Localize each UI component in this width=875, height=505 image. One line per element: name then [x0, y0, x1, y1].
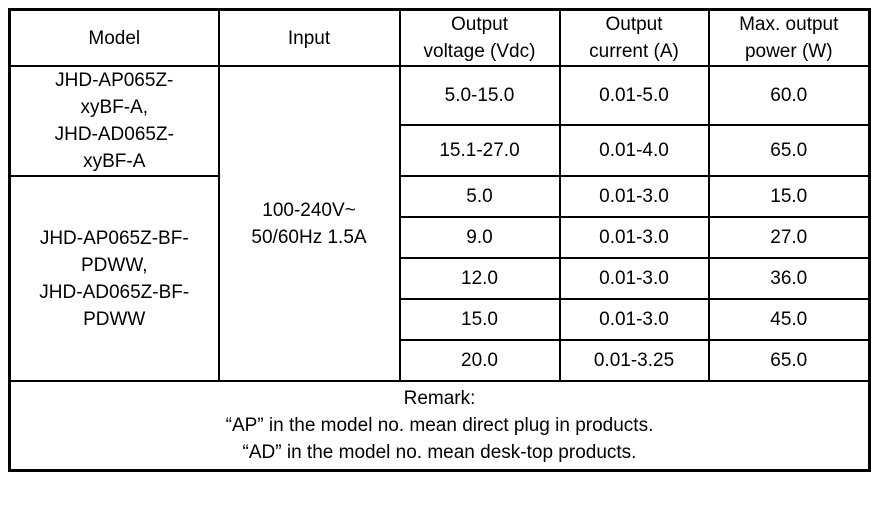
current-cell: 0.01-3.25 — [558, 339, 710, 382]
header-current: Output current (A) — [558, 8, 710, 67]
voltage-cell: 5.0-15.0 — [398, 64, 561, 127]
remark-row: Remark: “AP” in the model no. mean direc… — [8, 380, 871, 471]
current-cell: 0.01-3.0 — [558, 175, 710, 218]
header-power: Max. output power (W) — [707, 8, 871, 67]
header-input: Input — [217, 8, 401, 67]
table-row: 9.0 0.01-3.0 27.0 — [10, 216, 871, 259]
input-cell: 100-240V~ 50/60Hz 1.5A — [217, 65, 401, 382]
voltage-cell: 15.1-27.0 — [398, 124, 561, 177]
power-spec-table: Model Input Output voltage (Vdc) Output … — [8, 8, 871, 472]
table-row: 15.1-27.0 0.01-4.0 65.0 — [10, 124, 871, 177]
current-cell: 0.01-4.0 — [558, 124, 710, 177]
header-voltage: Output voltage (Vdc) — [398, 8, 561, 67]
power-cell: 15.0 — [707, 175, 871, 218]
table-row: 15.0 0.01-3.0 45.0 — [10, 298, 871, 341]
table-row: JHD-AP065Z-BF- PDWW, JHD-AD065Z-BF- PDWW… — [8, 175, 871, 382]
power-cell: 27.0 — [707, 216, 871, 259]
voltage-cell: 5.0 — [398, 175, 561, 218]
current-cell: 0.01-3.0 — [558, 216, 710, 259]
voltage-cell: 9.0 — [398, 216, 561, 259]
power-cell: 36.0 — [707, 257, 871, 300]
table-row: 12.0 0.01-3.0 36.0 — [10, 257, 871, 300]
voltage-cell: 20.0 — [398, 339, 561, 382]
table-row: 20.0 0.01-3.25 65.0 — [10, 339, 871, 382]
remark-cell: Remark: “AP” in the model no. mean direc… — [8, 380, 871, 471]
power-cell: 60.0 — [707, 64, 871, 127]
current-cell: 0.01-5.0 — [558, 64, 710, 127]
power-cell: 45.0 — [707, 298, 871, 341]
voltage-cell: 12.0 — [398, 257, 561, 300]
header-model: Model — [8, 8, 220, 67]
header-row: Model Input Output voltage (Vdc) Output … — [8, 8, 871, 67]
current-cell: 0.01-3.0 — [558, 257, 710, 300]
model-group-2-cell: JHD-AP065Z-BF- PDWW, JHD-AD065Z-BF- PDWW — [8, 175, 220, 382]
power-cell: 65.0 — [707, 124, 871, 177]
model-group-1-cell: JHD-AP065Z- xyBF-A, JHD-AD065Z- xyBF-A — [8, 65, 220, 177]
power-cell: 65.0 — [707, 339, 871, 382]
current-cell: 0.01-3.0 — [558, 298, 710, 341]
voltage-cell: 15.0 — [398, 298, 561, 341]
table-row: JHD-AP065Z- xyBF-A, JHD-AD065Z- xyBF-A 1… — [8, 64, 871, 382]
